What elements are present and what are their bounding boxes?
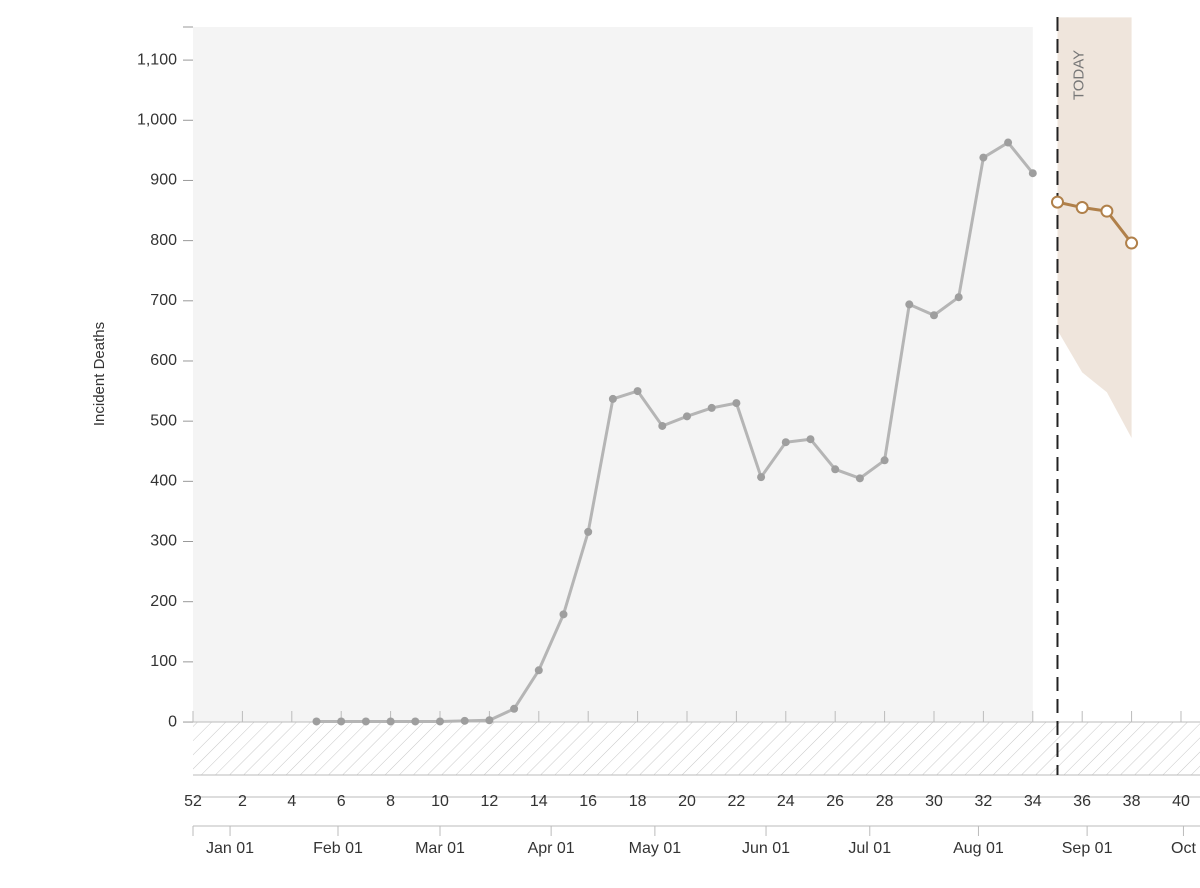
y-tick-label: 600 [150, 352, 177, 369]
point [1075, 201, 1089, 215]
x-tick-label: 22 [727, 793, 745, 810]
x-tick-label: 16 [579, 793, 597, 810]
point [1100, 204, 1114, 218]
point [781, 438, 790, 447]
point [608, 394, 617, 403]
date-tick-label: Feb 01 [313, 840, 363, 857]
point [534, 666, 543, 675]
y-tick-label: 0 [168, 713, 177, 730]
x-tick-label: 52 [184, 793, 202, 810]
observed-background [193, 27, 1033, 723]
point [707, 403, 716, 412]
y-tick-label: 1,100 [137, 51, 177, 68]
point [929, 311, 938, 320]
date-tick-label: Jan 01 [206, 840, 254, 857]
line [316, 140, 1034, 723]
point [1125, 236, 1139, 250]
point [411, 717, 420, 726]
x-tick-label: 20 [678, 793, 696, 810]
y-tick-label: 800 [150, 232, 177, 249]
today-label: TODAY [1070, 50, 1087, 100]
y-tick-label: 500 [150, 412, 177, 429]
point [732, 399, 741, 408]
x-tick-label: 40 [1172, 793, 1190, 810]
date-tick-label: Sep 01 [1062, 840, 1113, 857]
x-tick-label: 38 [1123, 793, 1141, 810]
x-tick-label: 32 [974, 793, 992, 810]
x-tick-label: 30 [925, 793, 943, 810]
date-tick-label: Aug 01 [953, 840, 1004, 857]
point [559, 610, 568, 619]
point [460, 716, 469, 725]
x-tick-label: 26 [826, 793, 844, 810]
point [1050, 195, 1064, 209]
point [435, 717, 444, 726]
date-tick-label: Apr 01 [528, 840, 575, 857]
date-tick-label: Jun 01 [742, 840, 790, 857]
y-tick-label: 700 [150, 292, 177, 309]
x-tick-label: 6 [337, 793, 346, 810]
date-tick-label: Mar 01 [415, 840, 465, 857]
y-tick-label: 400 [150, 473, 177, 490]
point [510, 704, 519, 713]
date-tick-label: May 01 [629, 840, 682, 857]
x-tick-label: 2 [238, 793, 247, 810]
point [757, 473, 766, 482]
forecast-interval [1057, 17, 1132, 439]
y-tick-label: 300 [150, 533, 177, 550]
x-tick-label: 34 [1024, 793, 1042, 810]
point [386, 717, 395, 726]
point [806, 435, 815, 444]
below-zero-hatch [193, 722, 1200, 775]
x-tick-label: 36 [1073, 793, 1091, 810]
x-tick-label: 12 [480, 793, 498, 810]
y-tick-label: 900 [150, 172, 177, 189]
point [361, 717, 370, 726]
point [658, 421, 667, 430]
point [485, 716, 494, 725]
point [905, 300, 914, 309]
x-tick-label: 4 [287, 793, 296, 810]
x-tick-label: 28 [876, 793, 894, 810]
point [979, 153, 988, 162]
point [1028, 169, 1037, 178]
x-tick-label: 8 [386, 793, 395, 810]
point [831, 465, 840, 474]
line [1057, 200, 1133, 244]
x-tick-label: 10 [431, 793, 449, 810]
point [682, 412, 691, 421]
point [1004, 138, 1013, 147]
x-tick-label: 18 [629, 793, 647, 810]
point [880, 456, 889, 465]
point [337, 717, 346, 726]
point [312, 717, 321, 726]
y-tick-label: 1,000 [137, 111, 177, 128]
point [584, 527, 593, 536]
x-tick-label: 14 [530, 793, 548, 810]
y-tick-label: 100 [150, 653, 177, 670]
point [855, 474, 864, 483]
date-tick-label: Jul 01 [848, 840, 891, 857]
point [633, 387, 642, 396]
date-tick-label: Oct [1171, 840, 1196, 857]
x-tick-label: 24 [777, 793, 795, 810]
y-axis-label: Incident Deaths [91, 322, 108, 426]
y-tick-label: 200 [150, 593, 177, 610]
point [954, 293, 963, 302]
